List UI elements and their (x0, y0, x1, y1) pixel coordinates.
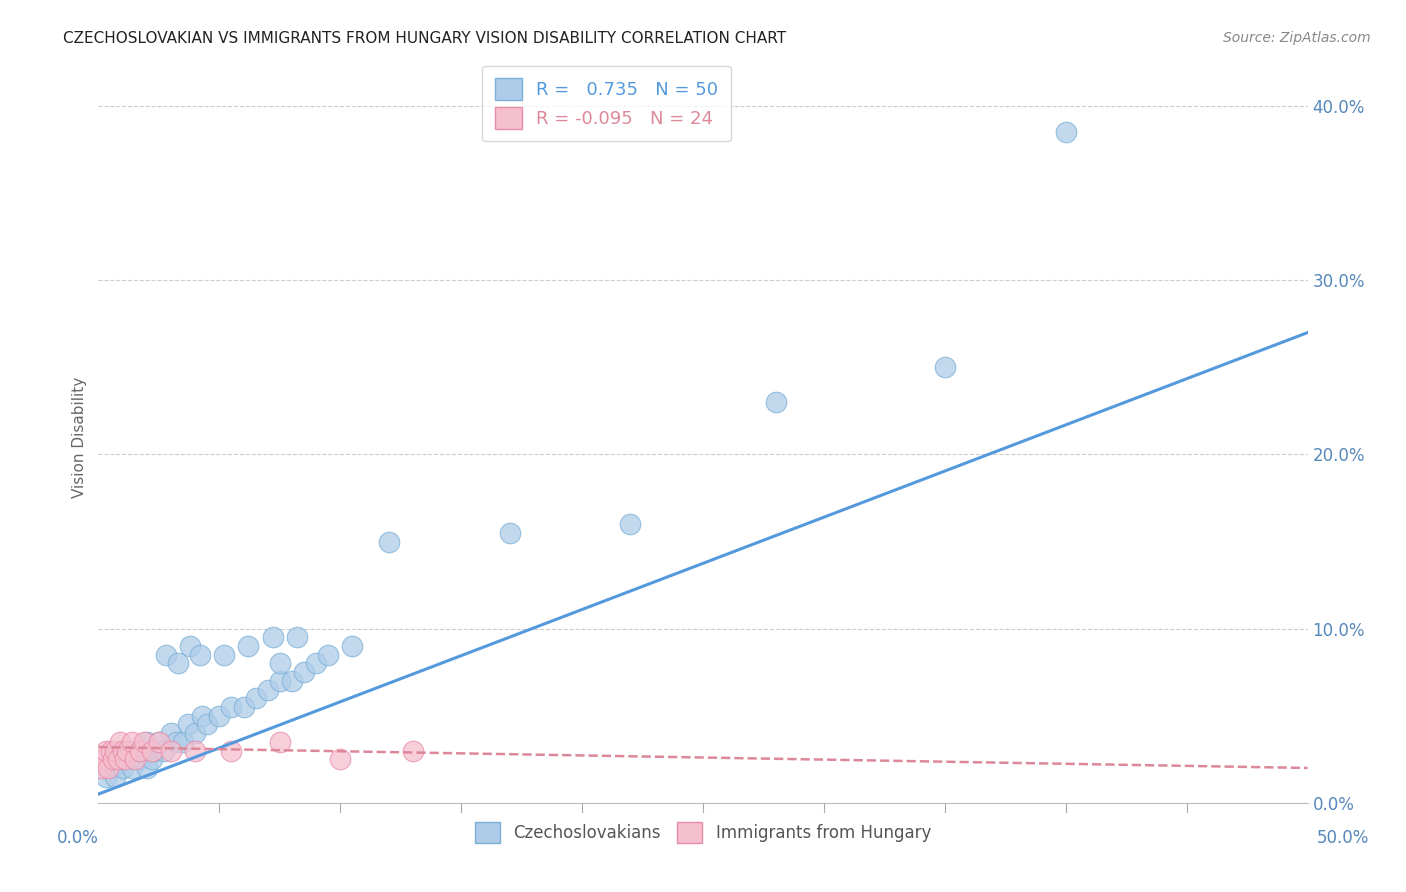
Point (134, 735, 156, 749)
Point (221, 700, 243, 714)
Point (765, 395, 787, 409)
Text: Source: ZipAtlas.com: Source: ZipAtlas.com (1223, 31, 1371, 45)
Point (184, 726, 207, 740)
Point (160, 726, 183, 740)
Point (292, 665, 315, 680)
Point (117, 752, 139, 766)
Point (135, 735, 157, 749)
Point (1054, 125, 1077, 139)
Point (285, 631, 308, 645)
Point (377, 534, 399, 549)
Point (208, 708, 231, 723)
Point (101, 752, 124, 766)
Point (152, 743, 174, 757)
Y-axis label: Vision Disability: Vision Disability (72, 376, 87, 498)
Point (195, 717, 218, 731)
Point (121, 735, 143, 749)
Point (124, 752, 146, 766)
Point (305, 657, 328, 671)
Point (104, 743, 127, 757)
Point (188, 648, 211, 662)
Point (191, 708, 214, 723)
Point (128, 743, 150, 757)
Point (184, 743, 207, 757)
Point (165, 735, 187, 749)
Point (148, 735, 170, 749)
Point (91, 752, 114, 766)
Point (141, 743, 163, 757)
Point (281, 673, 304, 688)
Point (269, 735, 291, 749)
Point (619, 517, 641, 532)
Point (111, 761, 134, 775)
Point (100, 743, 122, 757)
Point (177, 717, 200, 731)
Point (121, 761, 143, 775)
Point (114, 752, 136, 766)
Point (143, 743, 166, 757)
Point (135, 761, 157, 775)
Text: CZECHOSLOVAKIAN VS IMMIGRANTS FROM HUNGARY VISION DISABILITY CORRELATION CHART: CZECHOSLOVAKIAN VS IMMIGRANTS FROM HUNGA… (63, 31, 786, 46)
Point (111, 743, 134, 757)
Point (934, 360, 956, 375)
Point (90, 761, 112, 775)
Point (221, 743, 243, 757)
Point (108, 735, 131, 749)
Point (124, 743, 146, 757)
Point (402, 743, 425, 757)
Point (104, 770, 127, 784)
Point (94, 770, 117, 784)
Point (167, 657, 190, 671)
Point (131, 743, 153, 757)
Point (238, 639, 260, 653)
Point (160, 743, 183, 757)
Point (94, 743, 117, 757)
Point (262, 631, 284, 645)
Point (128, 752, 150, 766)
Point (97, 761, 120, 775)
Point (245, 691, 267, 706)
Point (172, 735, 194, 749)
Point (148, 735, 170, 749)
Point (269, 657, 291, 671)
Text: 0.0%: 0.0% (56, 829, 98, 847)
Point (212, 648, 235, 662)
Legend: Czechoslovakians, Immigrants from Hungary: Czechoslovakians, Immigrants from Hungar… (468, 815, 938, 849)
Point (107, 752, 129, 766)
Point (232, 700, 254, 714)
Point (117, 743, 139, 757)
Point (269, 673, 291, 688)
Point (342, 639, 364, 653)
Point (256, 682, 278, 697)
Text: 50.0%: 50.0% (1316, 829, 1369, 847)
Point (141, 752, 163, 766)
Point (107, 752, 129, 766)
Point (179, 639, 201, 653)
Point (316, 648, 339, 662)
Point (100, 761, 122, 775)
Point (329, 752, 352, 766)
Point (498, 525, 520, 540)
Point (111, 743, 134, 757)
Point (155, 648, 177, 662)
